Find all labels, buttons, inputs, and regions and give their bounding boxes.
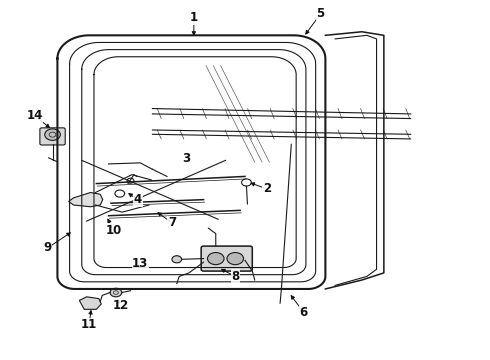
Text: 8: 8: [231, 270, 240, 283]
Text: 13: 13: [132, 257, 148, 270]
FancyBboxPatch shape: [201, 246, 252, 271]
Text: 5: 5: [317, 8, 325, 21]
Circle shape: [110, 288, 122, 297]
Polygon shape: [69, 193, 103, 207]
Text: 6: 6: [299, 306, 308, 319]
Text: 9: 9: [44, 241, 52, 255]
Text: 10: 10: [105, 224, 122, 237]
Polygon shape: [79, 297, 101, 309]
Circle shape: [207, 252, 224, 265]
Text: 7: 7: [168, 216, 176, 229]
Circle shape: [45, 129, 60, 140]
Text: 1: 1: [190, 11, 198, 24]
Text: 3: 3: [182, 152, 191, 165]
FancyBboxPatch shape: [40, 128, 65, 145]
Text: 14: 14: [26, 109, 43, 122]
Circle shape: [227, 252, 244, 265]
Text: 2: 2: [263, 183, 271, 195]
Circle shape: [172, 256, 182, 263]
Text: 4: 4: [134, 193, 142, 206]
Text: 11: 11: [81, 318, 97, 331]
Text: 12: 12: [113, 299, 129, 312]
